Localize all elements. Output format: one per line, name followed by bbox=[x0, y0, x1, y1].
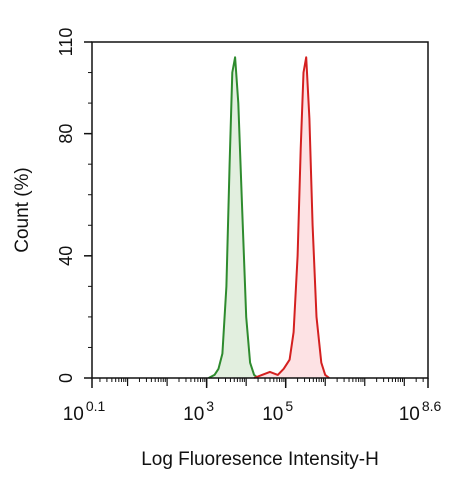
plot-frame bbox=[91, 41, 429, 379]
y-tick-label: 110 bbox=[56, 28, 76, 57]
y-tick-label: 0 bbox=[56, 373, 76, 383]
x-axis-ticks: 10 0.1 10 3 10 5 10 8.6 bbox=[63, 378, 442, 425]
y-axis-ticks: 0 40 80 110 bbox=[56, 28, 92, 383]
y-tick-label: 80 bbox=[56, 124, 76, 144]
x-tick-label: 10 3 bbox=[183, 398, 214, 425]
y-axis-label: Count (%) bbox=[12, 167, 33, 253]
series-1-line bbox=[208, 56, 259, 379]
series-1-area bbox=[208, 57, 258, 379]
series-2-line bbox=[253, 56, 330, 379]
x-tick-label: 10 8.6 bbox=[399, 398, 442, 425]
y-tick-label: 40 bbox=[56, 246, 76, 266]
x-tick-label: 10 5 bbox=[262, 398, 293, 425]
series-layer bbox=[208, 56, 330, 379]
x-tick-label: 10 0.1 bbox=[63, 398, 106, 425]
x-axis-minor-ticks bbox=[99, 378, 424, 386]
series-2-area bbox=[254, 57, 330, 379]
x-axis-label: Log Fluoresence Intensity-H bbox=[141, 449, 379, 470]
